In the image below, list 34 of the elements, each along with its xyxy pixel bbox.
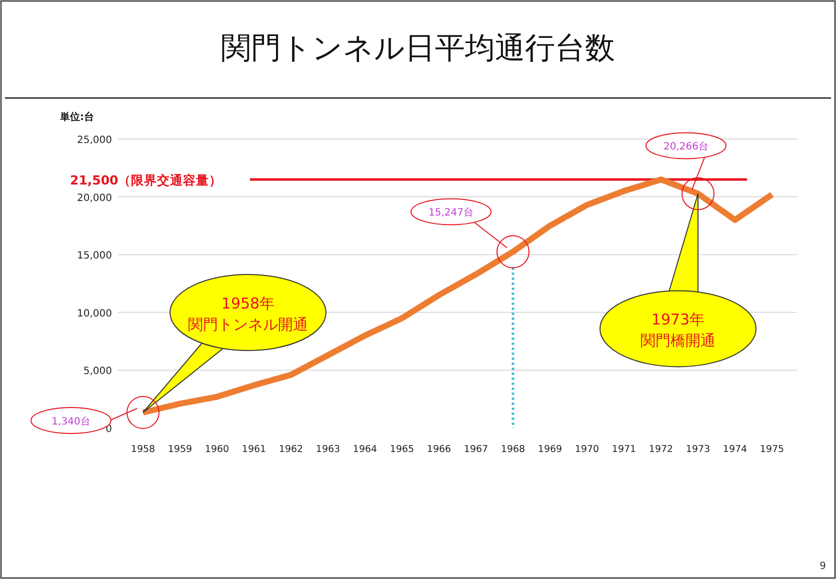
x-tick-label: 1969 — [538, 444, 562, 455]
y-tick-label: 25,000 — [77, 135, 112, 146]
x-tick-label: 1960 — [204, 444, 230, 455]
annotation: 1,340台 — [52, 416, 90, 428]
annotation: 1958年 — [221, 294, 275, 313]
x-tick-label: 1972 — [648, 444, 674, 455]
x-tick-label: 1970 — [574, 444, 600, 455]
x-tick-label: 1959 — [168, 444, 192, 455]
y-tick-label: 5,000 — [83, 366, 112, 378]
annotation: 関門橋開通 — [640, 332, 716, 350]
x-tick-label: 1966 — [426, 444, 452, 455]
x-tick-label: 1968 — [500, 444, 526, 455]
x-tick-label: 1958 — [130, 444, 156, 455]
x-tick-label: 1974 — [722, 444, 748, 455]
x-tick-label: 1975 — [760, 444, 784, 455]
x-tick-label: 1973 — [686, 444, 710, 455]
x-tick-label: 1967 — [464, 444, 488, 455]
x-tick-label: 1964 — [352, 444, 378, 455]
annotation: 20,266台 — [664, 140, 708, 153]
y-axis-title: 単位:台 — [59, 111, 94, 123]
x-tick-label: 1961 — [242, 444, 266, 455]
annotation: 1973年 — [651, 310, 705, 329]
text: 9 — [820, 561, 826, 572]
y-tick-label: 10,000 — [77, 308, 112, 320]
x-tick-label: 1971 — [612, 444, 636, 455]
y-tick-label: 20,000 — [77, 192, 112, 204]
x-tick-label: 1962 — [278, 444, 304, 455]
y-tick-label: 15,000 — [77, 250, 112, 262]
x-tick-label: 1965 — [390, 444, 414, 455]
chart-title: 関門トンネル日平均通行台数 — [221, 31, 615, 66]
x-tick-label: 1963 — [316, 444, 340, 455]
annotation: 関門トンネル開通 — [188, 316, 308, 334]
ref-line-label: 21,500（限界交通容量） — [70, 172, 222, 188]
annotation: 15,247台 — [428, 206, 474, 219]
